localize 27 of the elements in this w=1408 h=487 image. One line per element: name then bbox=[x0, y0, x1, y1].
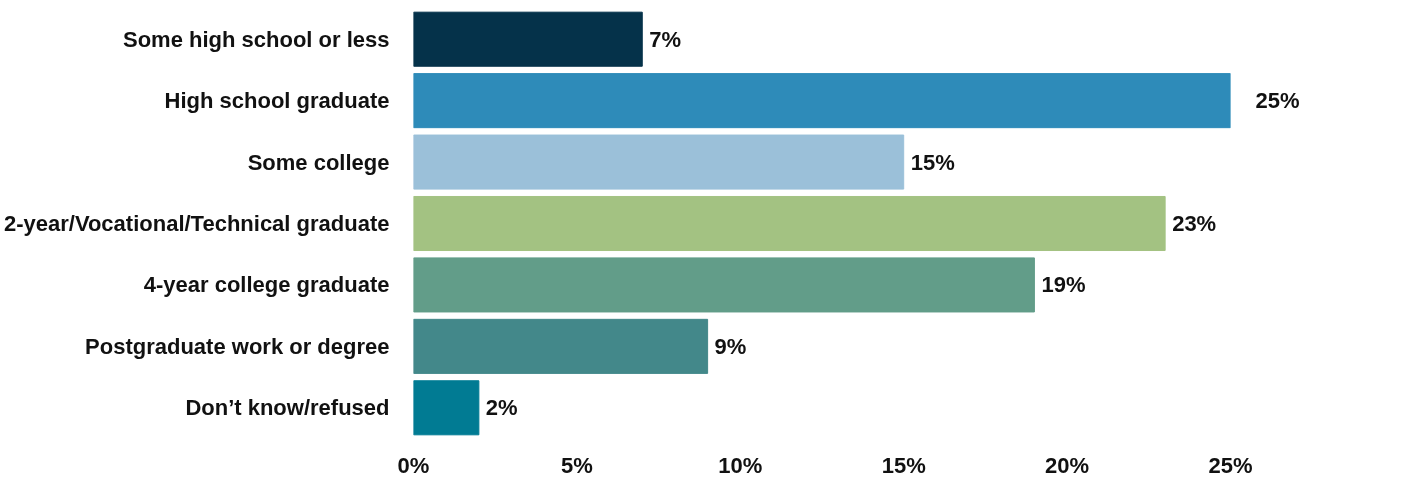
data-label: 19% bbox=[1041, 272, 1086, 298]
x-tick-label: 5% bbox=[561, 452, 593, 478]
y-tick-label: High school graduate bbox=[164, 88, 390, 114]
y-tick-label: 4-year college graduate bbox=[143, 272, 390, 298]
x-tick-label: 20% bbox=[1045, 452, 1090, 478]
y-tick-label: Some college bbox=[247, 149, 390, 175]
data-label: 25% bbox=[1255, 88, 1300, 114]
bar bbox=[413, 318, 709, 374]
x-tick-label: 25% bbox=[1208, 452, 1253, 478]
y-tick-label: Some high school or less bbox=[123, 26, 390, 52]
bar bbox=[413, 134, 905, 190]
bar bbox=[413, 11, 643, 67]
data-label: 23% bbox=[1172, 211, 1217, 236]
bar bbox=[413, 380, 480, 436]
data-label: 2% bbox=[485, 395, 518, 421]
bar bbox=[413, 257, 1035, 313]
data-label: 15% bbox=[910, 149, 955, 175]
bar bbox=[413, 73, 1231, 129]
x-tick-label: 15% bbox=[881, 452, 926, 478]
data-label: 7% bbox=[649, 26, 682, 52]
y-tick-label: Postgraduate work or degree bbox=[85, 333, 390, 359]
y-tick-label: Don’t know/refused bbox=[185, 395, 390, 421]
bar bbox=[413, 195, 1166, 252]
y-tick-label: 2-year/Vocational/Technical graduate bbox=[3, 211, 390, 236]
x-tick-label: 10% bbox=[718, 452, 763, 478]
x-tick-label: 0% bbox=[397, 452, 430, 478]
data-label: 9% bbox=[714, 333, 747, 359]
